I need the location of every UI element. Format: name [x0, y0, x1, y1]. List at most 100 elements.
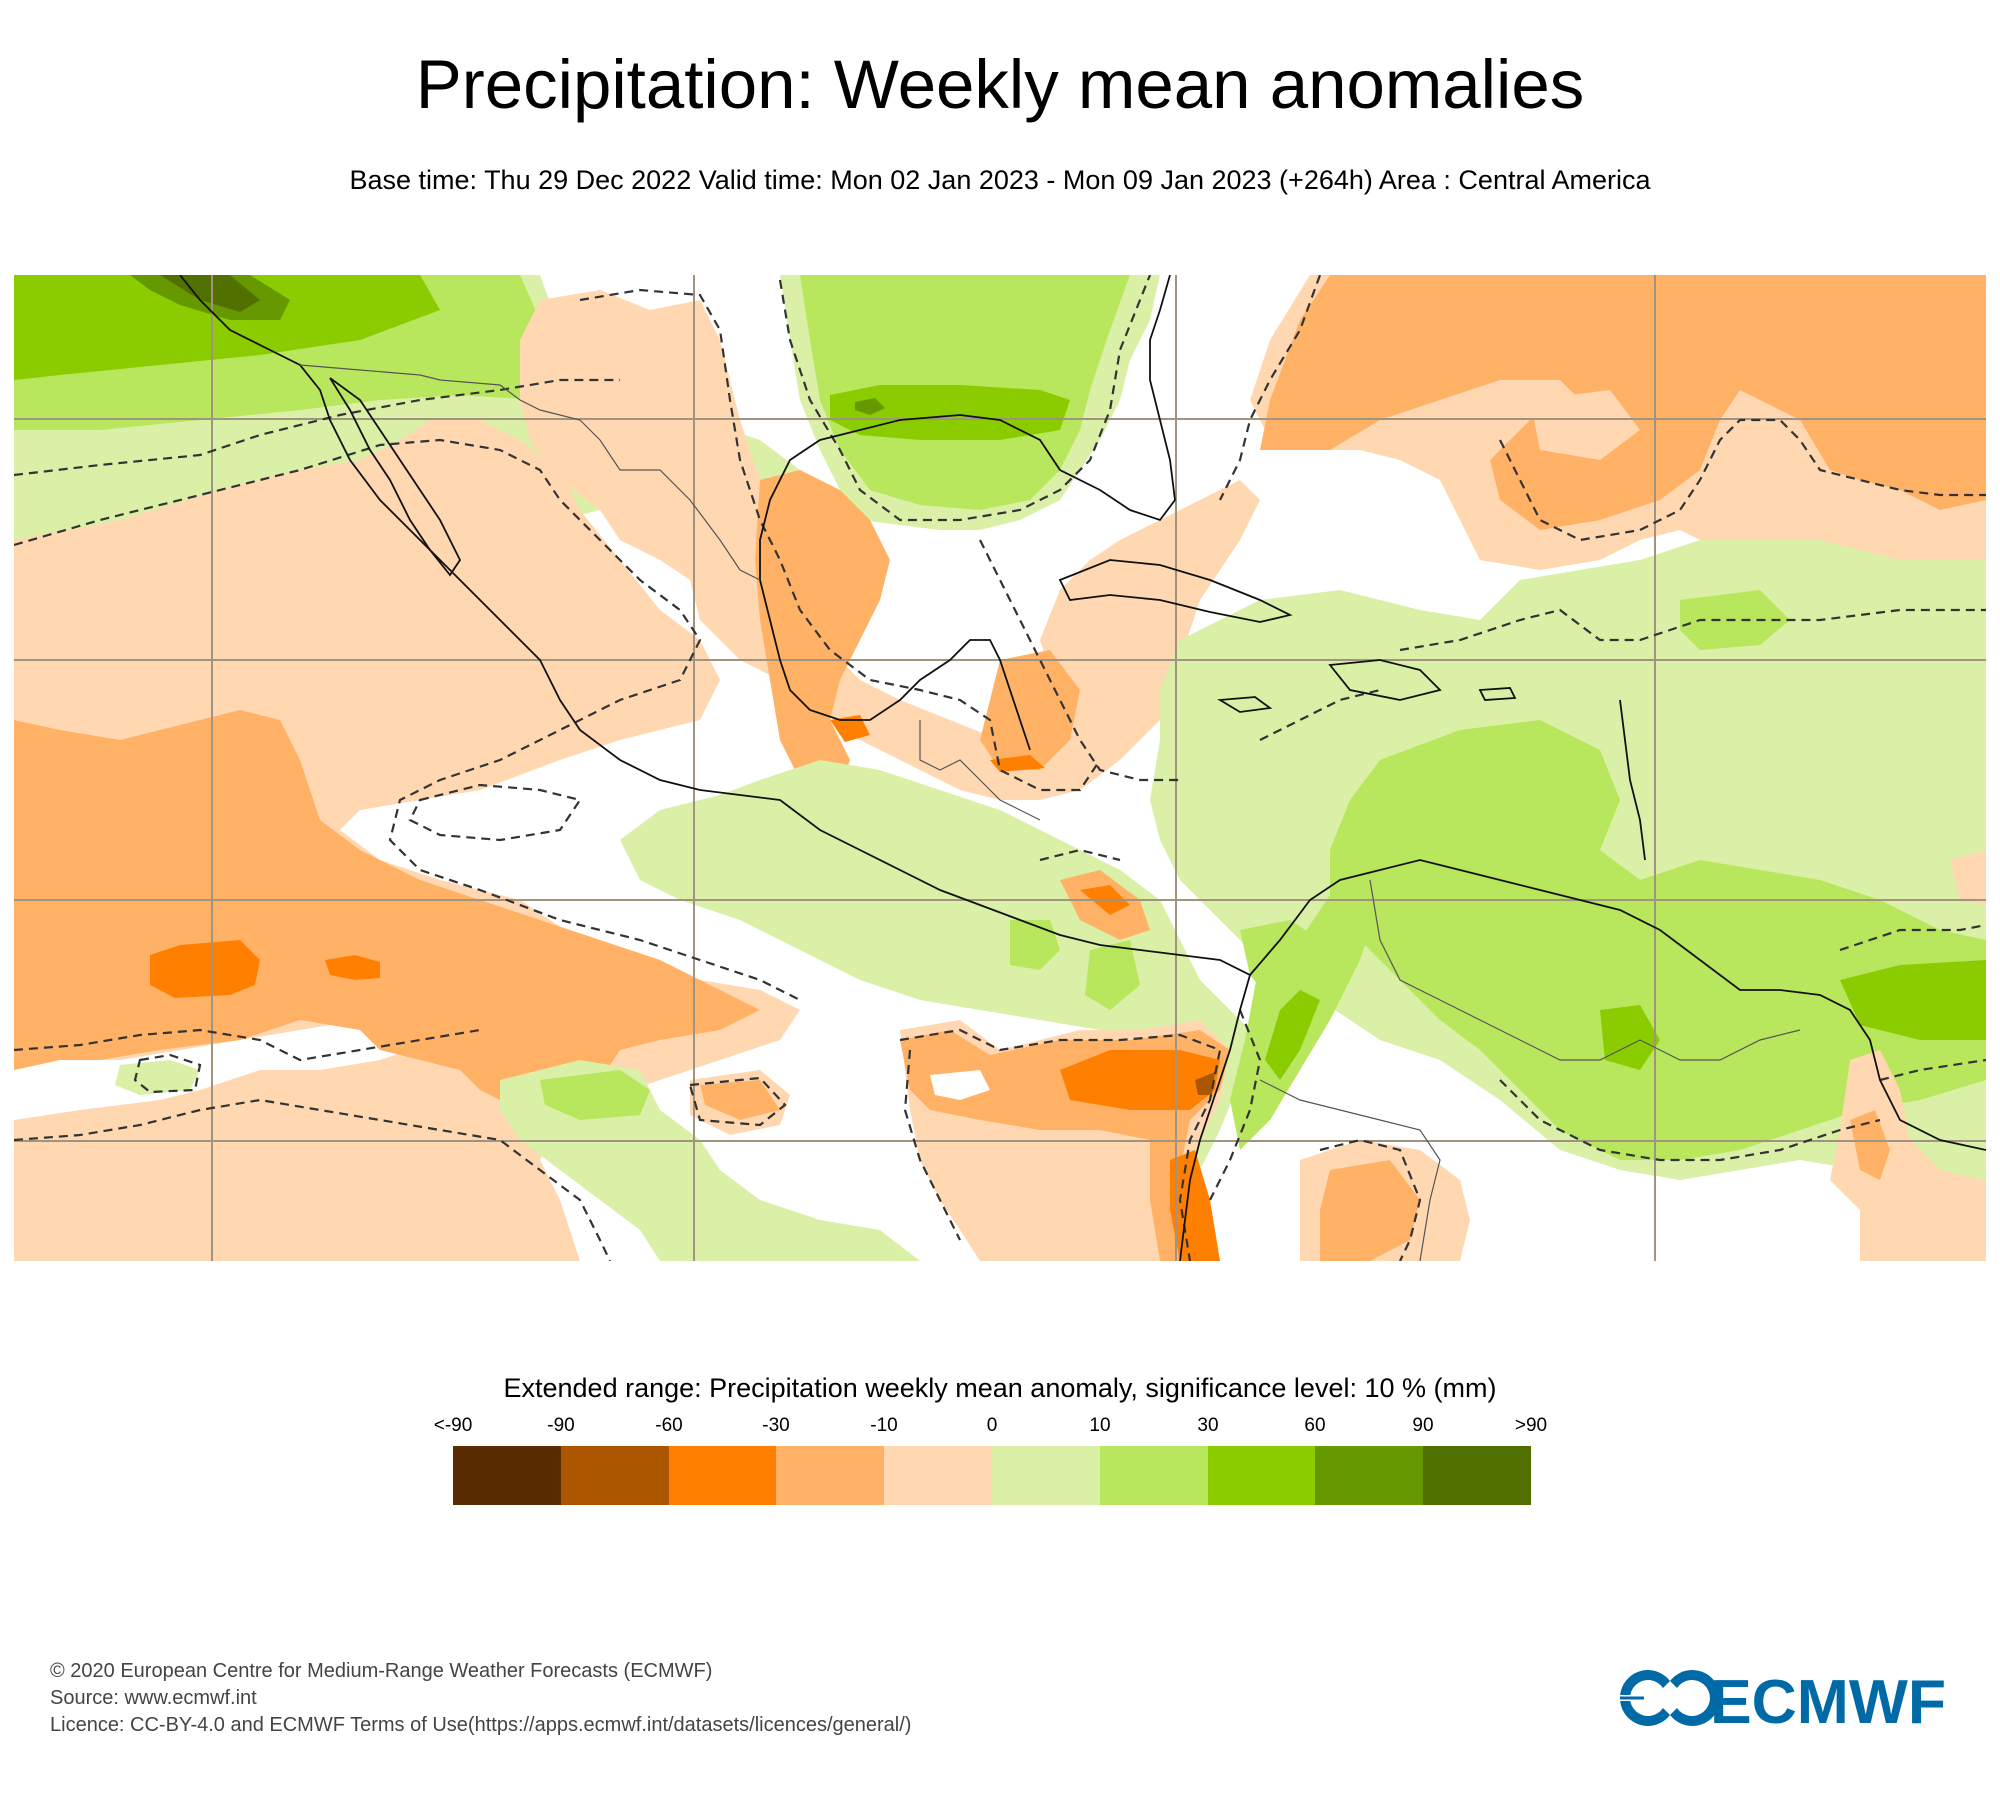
legend-swatch [991, 1446, 1100, 1505]
anomaly-area [830, 385, 1070, 440]
anomaly-area [700, 1080, 780, 1120]
legend-labels: <-90 -90 -60 -30 -10 0 10 30 60 90 >90 [0, 1414, 2000, 1438]
legend-label: -90 [547, 1415, 575, 1436]
legend-label: 0 [986, 1415, 998, 1436]
anomaly-area [830, 715, 870, 742]
anomaly-area [1840, 960, 1986, 1040]
anomaly-area [1010, 920, 1060, 970]
footer-source: Source: www.ecmwf.int [50, 1687, 257, 1709]
significance-contour [1219, 275, 1322, 501]
anomaly-area [930, 1070, 990, 1100]
map-layers [14, 275, 1986, 1261]
significance-contour [14, 438, 801, 1001]
ecmwf-logo-icon [1620, 1669, 1721, 1726]
legend-label: 30 [1197, 1415, 1219, 1436]
anomaly-area [1060, 1050, 1220, 1110]
borders [299, 364, 1801, 1261]
significance-contour [408, 783, 582, 842]
footer-copyright: © 2020 European Centre for Medium-Range … [50, 1660, 713, 1682]
legend-label: 60 [1304, 1415, 1326, 1436]
anomaly-area [160, 275, 260, 312]
significance-contour [14, 378, 620, 477]
coastline-puerto-rico [1478, 687, 1517, 701]
legend-label: <-90 [433, 1415, 473, 1436]
significance-contour [903, 1049, 961, 1241]
ecmwf-logo-text: ECMWF [1710, 1668, 1946, 1728]
coastline-baja [329, 377, 462, 577]
anomaly-area [1950, 850, 1986, 905]
legend-label: -60 [655, 1415, 683, 1436]
border-central-america [919, 720, 1041, 821]
significance-contour [133, 1053, 202, 1094]
anomaly-area [14, 710, 760, 1110]
significance-contour [1499, 1079, 1881, 1162]
significance-contour [14, 1098, 611, 1261]
coastline-jamaica [1217, 696, 1273, 713]
anomaly-area [520, 290, 1260, 800]
legend-swatch [1315, 1446, 1424, 1505]
significance-contour [14, 1028, 481, 1062]
legend-title: Extended range: Precipitation weekly mea… [503, 1373, 1497, 1403]
anomaly-area [14, 1080, 560, 1261]
anomaly-area [1195, 1072, 1215, 1095]
legend-swatch [668, 1446, 777, 1505]
legend-swatch [1207, 1446, 1316, 1505]
significance-contour [778, 275, 1152, 522]
anomaly-area [325, 955, 380, 980]
anomaly-area [990, 755, 1045, 772]
anomaly-area [115, 1060, 200, 1095]
anomaly-area [1830, 1050, 1986, 1261]
anomaly-area [980, 650, 1080, 770]
legend-swatch [1099, 1446, 1208, 1505]
significance-contour [579, 288, 1101, 792]
anomaly-area [1085, 940, 1140, 1010]
anomaly-area [1260, 275, 1986, 530]
legend-swatch [884, 1446, 992, 1505]
significance-contour [1839, 923, 1986, 952]
anomaly-area [755, 470, 890, 790]
legend-swatch [560, 1446, 669, 1505]
anomaly-area [1530, 390, 1640, 460]
significance-contour [979, 539, 1180, 782]
anomaly-area [1600, 1005, 1660, 1070]
anomaly-area [540, 1070, 650, 1120]
border-us-mexico [299, 364, 761, 581]
footer-licence: Licence: CC-BY-4.0 and ECMWF Terms of Us… [50, 1714, 912, 1736]
significance-contour [1209, 1009, 1262, 1201]
anomaly-area [855, 398, 885, 415]
significance-contours [14, 275, 1986, 1261]
border-peru-brazil [1259, 1079, 1441, 1261]
footer: © 2020 European Centre for Medium-Range … [50, 1658, 911, 1739]
coastline-cuba [1058, 559, 1293, 623]
anomaly-area [1265, 990, 1320, 1080]
anomaly-area [620, 760, 1260, 1170]
chart-title: Precipitation: Weekly mean anomalies [415, 46, 1585, 123]
significance-contour [1319, 1138, 1422, 1261]
significance-contour [1399, 608, 1986, 652]
anomaly-area [1850, 1110, 1890, 1180]
anomaly-area [1330, 720, 1986, 1160]
legend-colorbar [453, 1446, 1531, 1505]
legend-label: -30 [762, 1415, 790, 1436]
coastline-hispaniola [1328, 659, 1442, 701]
chart-subtitle: Base time: Thu 29 Dec 2022 Valid time: M… [349, 165, 1651, 195]
significance-contour [899, 1028, 1222, 1261]
legend-label: -10 [870, 1415, 898, 1436]
anomaly-area [150, 940, 260, 998]
legend-swatch [453, 1446, 561, 1505]
legend-swatch [776, 1446, 885, 1505]
coastline-gulf-mexico [759, 275, 1176, 751]
legend-swatch [1423, 1446, 1531, 1505]
anomaly-area [1320, 1160, 1420, 1261]
coastline-lesser-antilles [1619, 699, 1646, 861]
legend-label: 90 [1412, 1415, 1434, 1436]
significance-contour [1259, 688, 1381, 741]
coastlines [179, 275, 1986, 1261]
border-south-america [1369, 879, 1801, 1061]
significance-contour [688, 1076, 787, 1127]
ecmwf-logo: ECMWF [1620, 1668, 1946, 1728]
legend-label: >90 [1514, 1415, 1548, 1436]
significance-contour [1499, 418, 1986, 542]
legend-label: 10 [1089, 1415, 1111, 1436]
